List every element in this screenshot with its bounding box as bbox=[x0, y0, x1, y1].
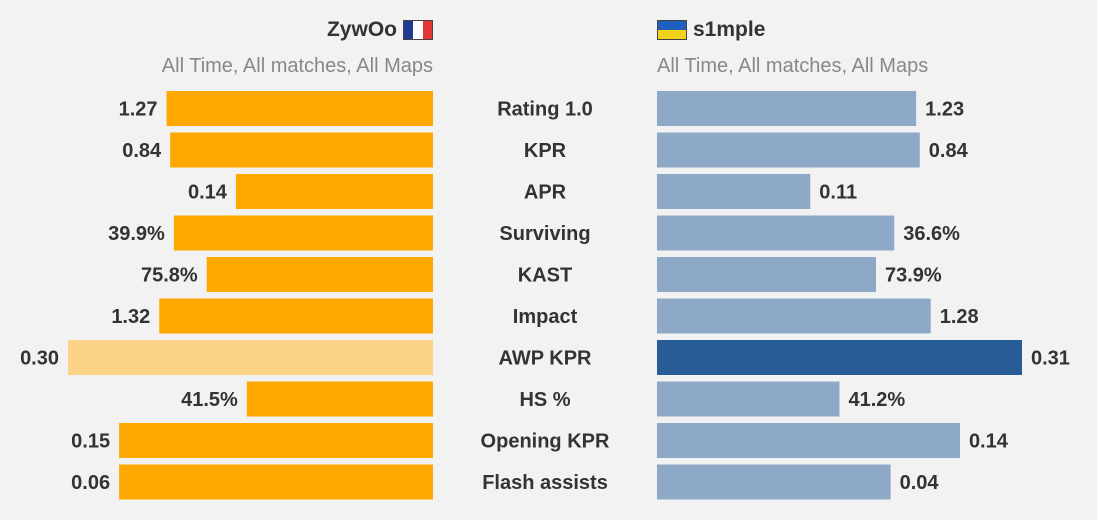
value-label-zywoo-opening-kpr: 0.15 bbox=[71, 431, 110, 453]
player-left-filter: All Time, All matches, All Maps bbox=[161, 55, 433, 77]
value-label-zywoo-apr: 0.14 bbox=[188, 182, 228, 204]
bar-zywoo-surviving[interactable] bbox=[173, 215, 433, 251]
ukraine-flag-icon bbox=[657, 20, 687, 40]
value-label-s1mple-kpr: 0.84 bbox=[929, 140, 969, 162]
value-label-zywoo-rating-1-0: 1.27 bbox=[119, 99, 158, 121]
bar-s1mple-awp-kpr[interactable] bbox=[657, 340, 1022, 375]
category-label-impact: Impact bbox=[513, 306, 578, 328]
value-label-s1mple-awp-kpr: 0.31 bbox=[1031, 348, 1070, 370]
value-label-s1mple-apr: 0.11 bbox=[819, 182, 857, 204]
value-label-zywoo-hs: 41.5% bbox=[181, 389, 238, 411]
value-label-zywoo-flash-assists: 0.06 bbox=[71, 472, 110, 494]
bar-zywoo-impact[interactable] bbox=[159, 298, 433, 334]
value-label-s1mple-flash-assists: 0.04 bbox=[900, 472, 940, 494]
category-label-surviving: Surviving bbox=[499, 223, 590, 245]
value-label-s1mple-surviving: 36.6% bbox=[903, 223, 960, 245]
category-label-rating-1-0: Rating 1.0 bbox=[497, 99, 593, 121]
category-label-kast: KAST bbox=[518, 265, 572, 287]
bar-s1mple-rating-1-0[interactable] bbox=[657, 91, 917, 126]
value-label-zywoo-kpr: 0.84 bbox=[122, 140, 162, 162]
value-label-zywoo-surviving: 39.9% bbox=[108, 223, 165, 245]
bar-s1mple-impact[interactable] bbox=[657, 298, 931, 334]
bar-zywoo-opening-kpr[interactable] bbox=[119, 423, 433, 458]
france-flag-icon bbox=[403, 20, 433, 40]
category-label-flash-assists: Flash assists bbox=[482, 472, 608, 494]
bar-zywoo-kpr[interactable] bbox=[170, 132, 433, 168]
bar-zywoo-hs[interactable] bbox=[246, 381, 433, 417]
value-label-zywoo-kast: 75.8% bbox=[141, 265, 198, 287]
category-label-opening-kpr: Opening KPR bbox=[481, 431, 610, 453]
bar-zywoo-rating-1-0[interactable] bbox=[166, 91, 434, 126]
bar-s1mple-kast[interactable] bbox=[657, 257, 876, 292]
player-left-name[interactable]: ZywOo bbox=[326, 18, 397, 41]
value-label-s1mple-impact: 1.28 bbox=[940, 306, 979, 328]
value-label-s1mple-hs: 41.2% bbox=[849, 389, 906, 411]
player-right-filter: All Time, All matches, All Maps bbox=[657, 55, 929, 77]
player-right-header[interactable]: s1mple bbox=[657, 18, 765, 42]
category-label-awp-kpr: AWP KPR bbox=[499, 348, 593, 370]
bar-s1mple-surviving[interactable] bbox=[657, 215, 895, 251]
player-left-header[interactable]: ZywOo bbox=[327, 18, 433, 42]
bar-zywoo-awp-kpr[interactable] bbox=[68, 340, 433, 375]
bar-s1mple-apr[interactable] bbox=[657, 174, 811, 209]
player-right-name[interactable]: s1mple bbox=[693, 18, 766, 41]
category-label-kpr: KPR bbox=[524, 140, 567, 162]
value-label-zywoo-awp-kpr: 0.30 bbox=[20, 348, 59, 370]
bar-zywoo-apr[interactable] bbox=[235, 174, 433, 209]
value-label-zywoo-impact: 1.32 bbox=[111, 306, 150, 328]
value-label-s1mple-opening-kpr: 0.14 bbox=[969, 431, 1009, 453]
value-label-s1mple-kast: 73.9% bbox=[885, 265, 942, 287]
bar-s1mple-opening-kpr[interactable] bbox=[657, 423, 960, 458]
bar-s1mple-flash-assists[interactable] bbox=[657, 464, 891, 500]
category-label-apr: APR bbox=[524, 182, 567, 204]
bar-zywoo-flash-assists[interactable] bbox=[119, 464, 433, 500]
bar-s1mple-kpr[interactable] bbox=[657, 132, 920, 168]
category-label-hs: HS % bbox=[519, 389, 570, 411]
value-label-s1mple-rating-1-0: 1.23 bbox=[925, 99, 964, 121]
bar-s1mple-hs[interactable] bbox=[657, 381, 840, 417]
bar-zywoo-kast[interactable] bbox=[206, 257, 433, 292]
